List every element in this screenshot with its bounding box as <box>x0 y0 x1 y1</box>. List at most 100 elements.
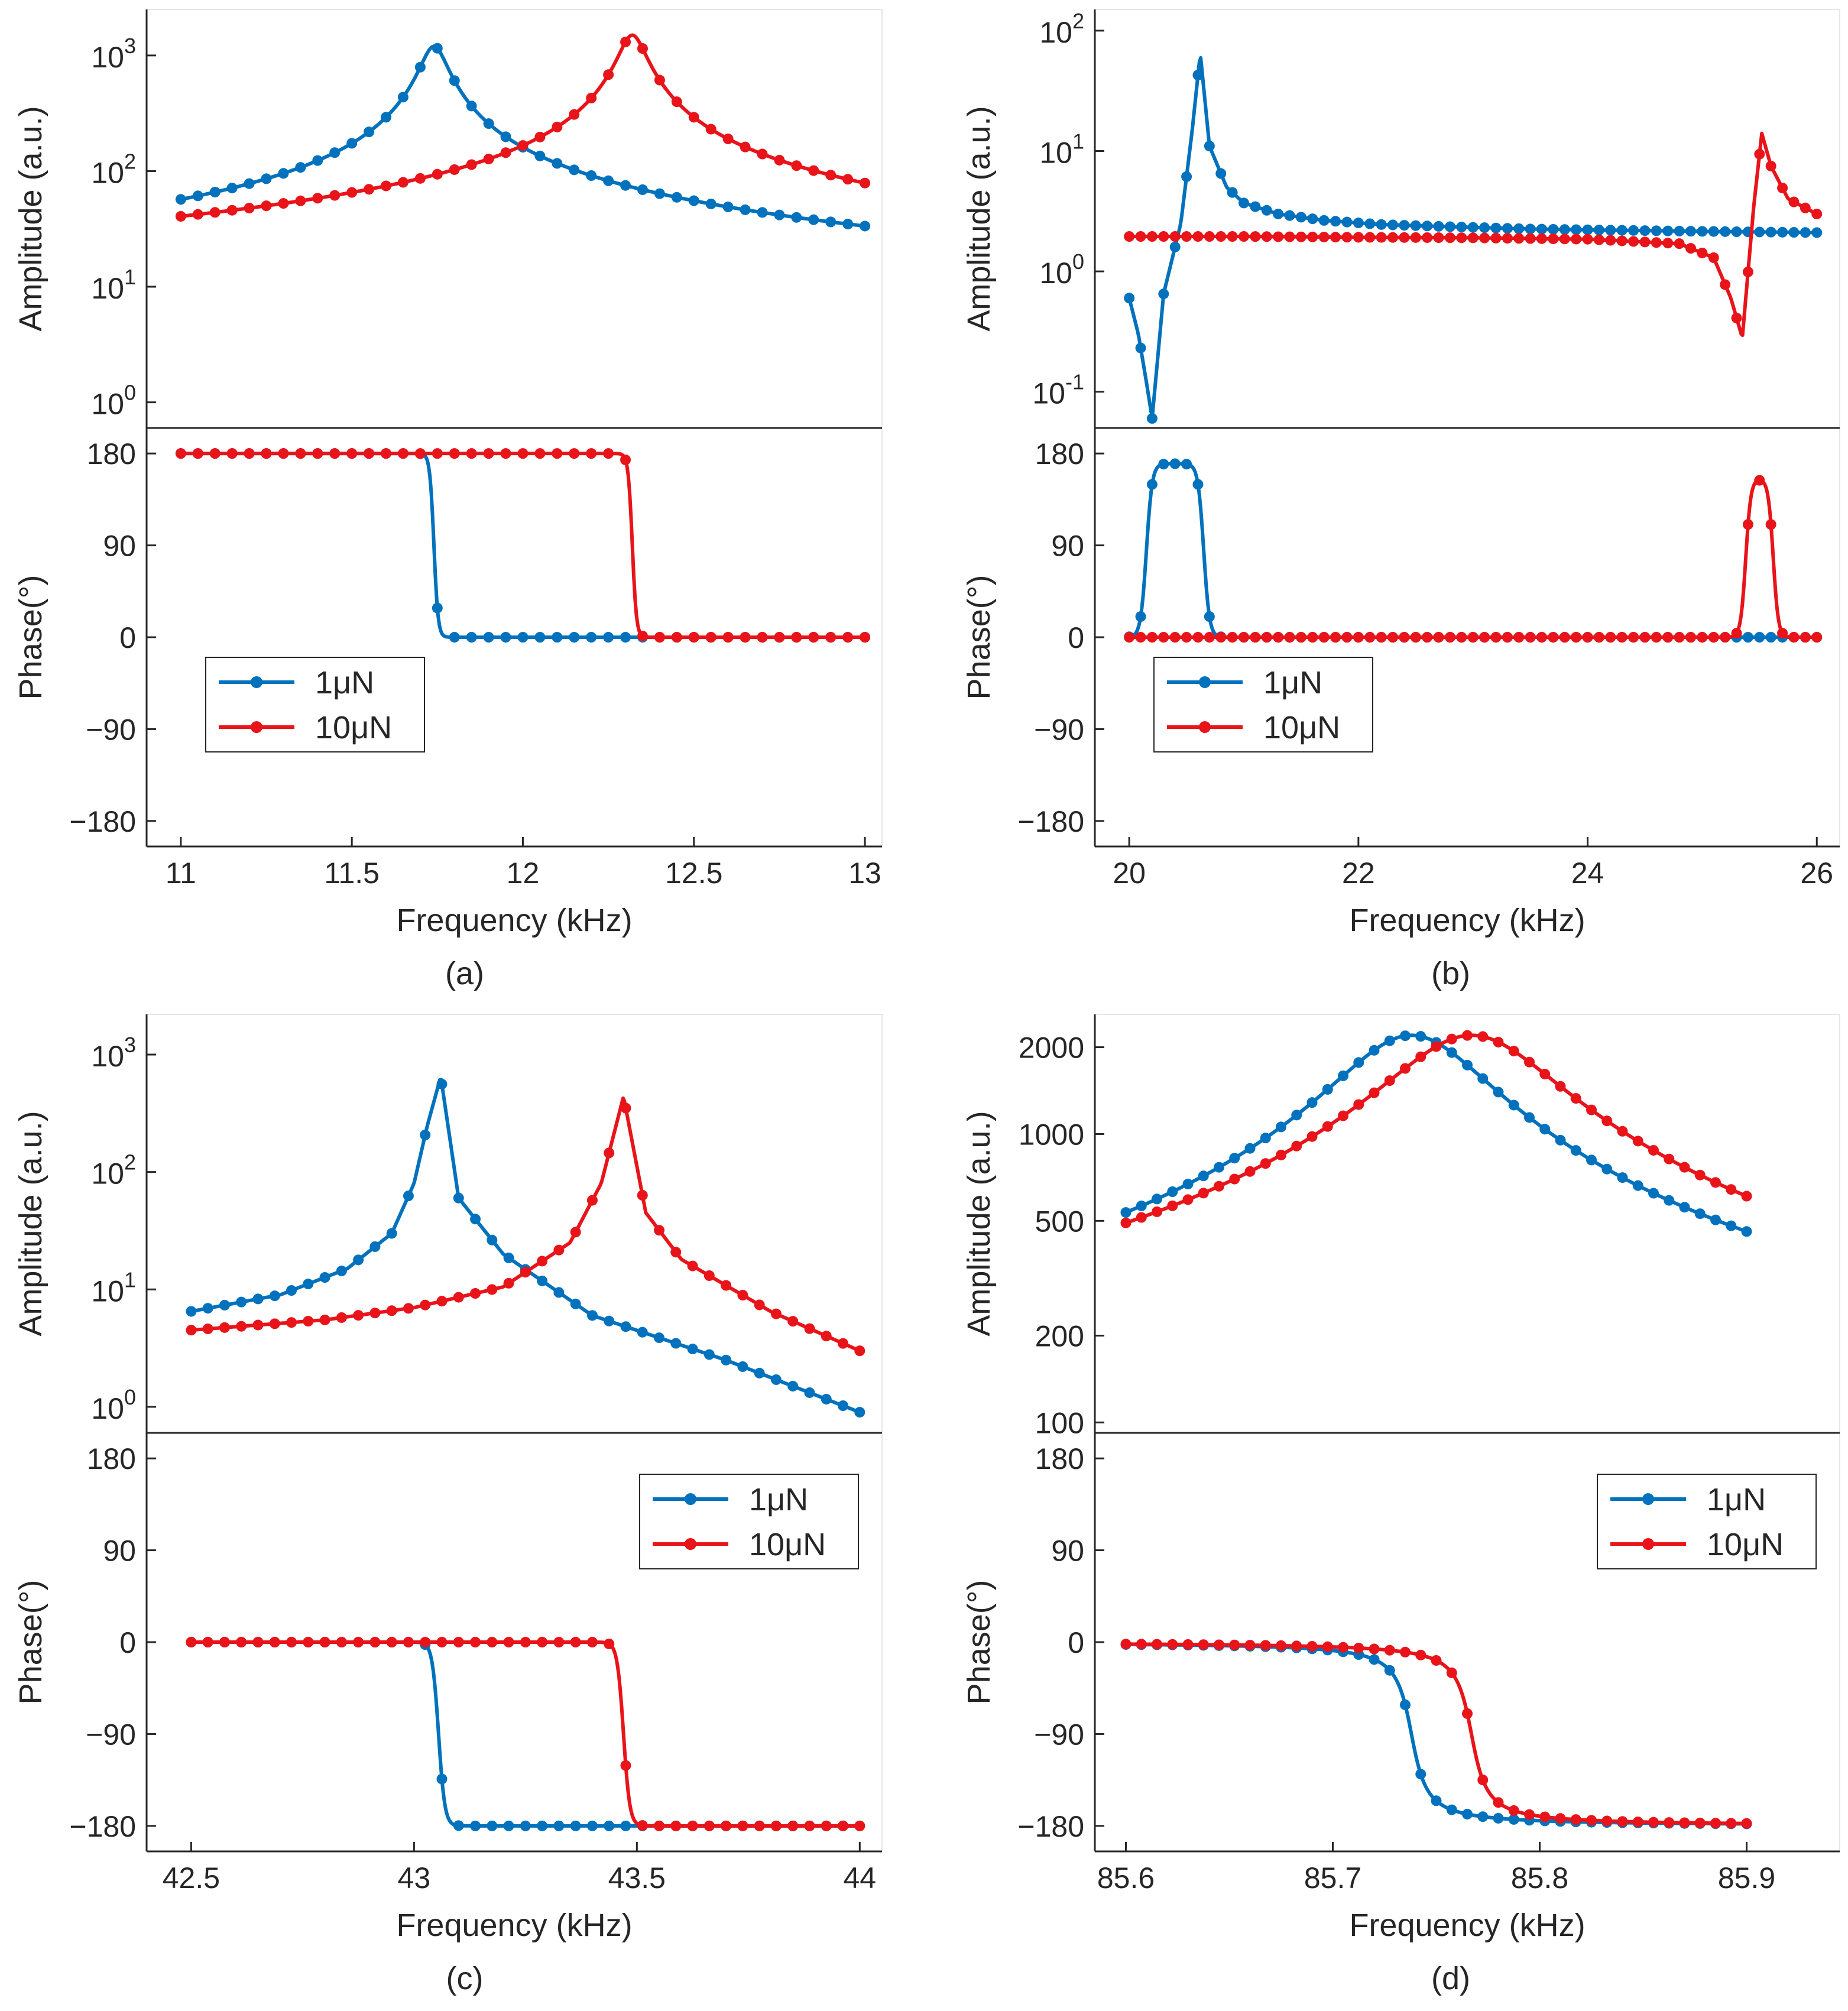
amplitude-marker-10uN <box>1431 1041 1442 1052</box>
panel-d: 100 200 500 1000 2000 180 90 0 −90 −180 85.6 85.7 85… <box>961 1014 1840 1996</box>
phase-tick-label: −180 <box>1017 1810 1084 1843</box>
phase-marker-10uN <box>1628 632 1639 643</box>
phase-marker-10uN <box>804 1820 815 1831</box>
amplitude-marker-10uN <box>1502 233 1513 244</box>
panel-caption: (b) <box>1431 956 1470 991</box>
amplitude-marker-1uN <box>842 219 854 229</box>
phase-marker-10uN <box>1322 1641 1333 1652</box>
amplitude-marker-1uN <box>670 1338 682 1349</box>
amplitude-marker-10uN <box>1364 232 1376 243</box>
amplitude-marker-1uN <box>1369 1045 1380 1056</box>
amplitude-marker-10uN <box>209 207 221 218</box>
amplitude-marker-1uN <box>236 1296 247 1308</box>
tick-base: 10 <box>91 1274 124 1308</box>
amplitude-marker-1uN <box>1387 219 1398 231</box>
amplitude-marker-10uN <box>1415 1051 1426 1062</box>
phase-marker-10uN <box>1330 632 1341 643</box>
amplitude-marker-1uN <box>364 127 375 138</box>
phase-marker-10uN <box>1479 632 1490 643</box>
x-tick-label: 85.8 <box>1511 1861 1568 1895</box>
amplitude-marker-10uN <box>364 184 375 195</box>
amplitude-marker-10uN <box>1479 232 1490 244</box>
phase-marker-10uN <box>1582 632 1593 643</box>
amplitude-marker-1uN <box>1444 221 1455 232</box>
amp-tick-label: 102 <box>91 149 136 189</box>
x-tick-label: 11.5 <box>324 857 380 890</box>
amplitude-marker-1uN <box>1120 1207 1132 1218</box>
amplitude-marker-1uN <box>1214 1162 1224 1173</box>
amplitude-marker-1uN <box>1152 1193 1162 1205</box>
phase-axis-label: Phase(°) <box>961 1580 997 1705</box>
phase-marker-10uN <box>1387 632 1398 643</box>
phase-marker-10uN <box>1146 632 1158 643</box>
amplitude-marker-10uN <box>620 36 631 47</box>
amplitude-marker-10uN <box>312 193 323 204</box>
amplitude-marker-10uN <box>552 121 563 132</box>
phase-marker-10uN <box>570 1637 581 1647</box>
legend-box <box>639 1474 859 1569</box>
amplitude-marker-1uN <box>1167 1186 1178 1197</box>
phase-marker-10uN <box>1229 1639 1240 1650</box>
amplitude-marker-10uN <box>1765 160 1776 171</box>
phase-marker-10uN <box>381 448 392 459</box>
phase-marker-1uN <box>534 632 546 643</box>
tick-exponent: 1 <box>124 1267 136 1292</box>
phase-marker-10uN <box>1295 632 1306 643</box>
amplitude-marker-10uN <box>1446 1033 1457 1045</box>
amplitude-marker-10uN <box>336 1312 347 1323</box>
amplitude-marker-1uN <box>1674 225 1685 236</box>
phase-marker-10uN <box>705 632 716 643</box>
amplitude-marker-10uN <box>586 1195 598 1206</box>
amplitude-marker-10uN <box>1192 231 1204 242</box>
phase-marker-1uN <box>586 1820 598 1831</box>
amplitude-marker-1uN <box>1648 1188 1659 1199</box>
phase-marker-10uN <box>1788 631 1800 643</box>
amplitude-marker-10uN <box>671 96 682 108</box>
amplitude-marker-10uN <box>1273 231 1284 242</box>
phase-marker-10uN <box>1384 1645 1395 1656</box>
amplitude-marker-1uN <box>1601 1163 1613 1175</box>
amplitude-marker-1uN <box>1204 141 1215 152</box>
amplitude-marker-10uN <box>1601 1115 1613 1127</box>
x-tick-label: 22 <box>1342 857 1375 890</box>
amplitude-marker-10uN <box>303 1316 314 1327</box>
amplitude-marker-10uN <box>1353 232 1364 243</box>
amplitude-marker-1uN <box>1502 223 1513 234</box>
amplitude-marker-10uN <box>1399 232 1410 243</box>
amplitude-marker-10uN <box>534 131 546 142</box>
phase-marker-10uN <box>329 448 341 459</box>
amplitude-marker-1uN <box>854 1407 865 1418</box>
phase-marker-1uN <box>552 632 563 643</box>
amplitude-marker-1uN <box>1273 208 1284 219</box>
phase-marker-10uN <box>1741 1818 1752 1829</box>
amplitude-marker-1uN <box>740 204 751 215</box>
panel-caption: (c) <box>446 1961 484 1996</box>
amplitude-series-group <box>1124 56 1823 424</box>
amplitude-marker-1uN <box>261 173 272 184</box>
amp-tick-label: 10-1 <box>1032 370 1084 410</box>
phase-axis-label: Phase(°) <box>13 1580 48 1705</box>
amplitude-marker-1uN <box>244 178 255 189</box>
amplitude-marker-1uN <box>1239 197 1249 209</box>
amplitude-marker-1uN <box>1694 1208 1706 1219</box>
legend-label-1uN: 1μN <box>749 1482 808 1517</box>
legend-label-1uN: 1μN <box>1263 665 1322 700</box>
amplitude-marker-10uN <box>637 1190 648 1201</box>
phase-marker-10uN <box>1685 632 1696 643</box>
amplitude-marker-10uN <box>1694 1169 1706 1180</box>
amplitude-marker-1uN <box>303 1279 314 1290</box>
phase-marker-10uN <box>821 1820 832 1831</box>
phase-marker-10uN <box>1215 632 1227 643</box>
amplitude-marker-10uN <box>1322 1121 1333 1132</box>
amplitude-marker-10uN <box>1260 1158 1271 1169</box>
amplitude-marker-1uN <box>1467 222 1479 233</box>
amplitude-marker-1uN <box>336 1265 347 1276</box>
phase-marker-10uN <box>604 1638 615 1649</box>
amplitude-marker-1uN <box>1124 293 1135 304</box>
amplitude-marker-10uN <box>740 141 751 153</box>
tick-exponent: 1 <box>124 265 136 289</box>
phase-marker-10uN <box>403 1637 414 1647</box>
phase-marker-1uN <box>569 632 580 643</box>
amplitude-marker-1uN <box>620 1321 631 1332</box>
